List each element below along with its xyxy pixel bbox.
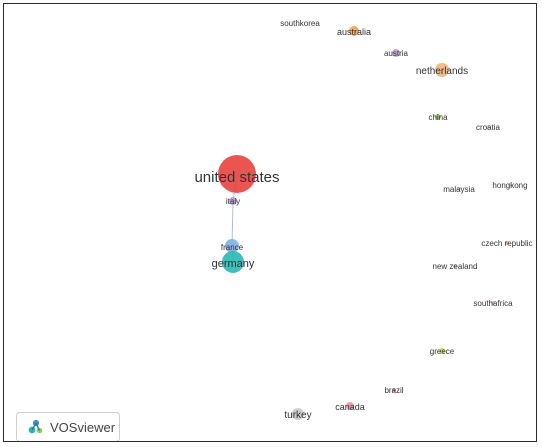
node-croatia[interactable]	[486, 125, 490, 129]
node-netherlands[interactable]	[435, 63, 449, 77]
nodes-layer	[218, 26, 512, 420]
node-brazil[interactable]	[392, 388, 396, 392]
node-label-southkorea[interactable]: southkorea	[280, 19, 320, 28]
node-label-brazil[interactable]: brazil	[384, 386, 403, 395]
node-czech-republic[interactable]	[505, 241, 509, 245]
node-malaysia[interactable]	[457, 187, 461, 191]
vosviewer-logo-icon	[28, 419, 43, 434]
node-greece[interactable]	[439, 348, 445, 354]
node-label-france[interactable]: france	[221, 243, 244, 252]
node-austria[interactable]	[392, 49, 400, 57]
node-label-turkey[interactable]: turkey	[284, 410, 311, 421]
network-map[interactable]: united states italy france germany southkore…	[4, 4, 537, 442]
vosviewer-logo-button[interactable]: VOSviewer	[16, 412, 120, 441]
node-new-zealand[interactable]	[453, 264, 457, 268]
node-label-hongkong[interactable]: hongkong	[492, 181, 527, 190]
node-label-china[interactable]: china	[428, 113, 448, 122]
node-china[interactable]	[435, 114, 441, 120]
node-australia[interactable]	[349, 26, 359, 36]
node-label-united-states[interactable]: united states	[194, 169, 279, 186]
node-label-canada[interactable]: canada	[335, 402, 365, 412]
node-label-greece[interactable]: greece	[430, 347, 455, 356]
network-map-canvas[interactable]: united states italy france germany southkore…	[3, 3, 537, 442]
node-label-southafrica[interactable]: southafrica	[473, 299, 513, 308]
node-southafrica[interactable]	[491, 301, 495, 305]
node-canada[interactable]	[346, 402, 354, 410]
logo-text: VOSviewer	[50, 419, 116, 435]
node-label-czech-republic[interactable]: czech republic	[481, 239, 532, 248]
node-label-austria[interactable]: austria	[384, 49, 409, 58]
node-label-new-zealand[interactable]: new zealand	[433, 262, 478, 271]
node-label-australia[interactable]: australia	[337, 27, 371, 37]
node-united-states[interactable]	[218, 155, 256, 193]
node-label-croatia[interactable]: croatia	[476, 123, 501, 132]
node-label-germany[interactable]: germany	[212, 258, 255, 270]
node-label-netherlands[interactable]: netherlands	[416, 66, 468, 77]
node-hongkong[interactable]	[508, 183, 512, 187]
node-label-italy[interactable]: italy	[226, 197, 240, 206]
node-france[interactable]	[225, 239, 239, 253]
node-italy[interactable]	[229, 197, 237, 205]
labels-layer: united states italy france germany southkore…	[194, 19, 532, 421]
link-italy-france	[231, 200, 234, 247]
node-germany[interactable]	[222, 251, 244, 273]
node-label-malaysia[interactable]: malaysia	[443, 185, 475, 194]
node-turkey[interactable]	[292, 408, 304, 420]
